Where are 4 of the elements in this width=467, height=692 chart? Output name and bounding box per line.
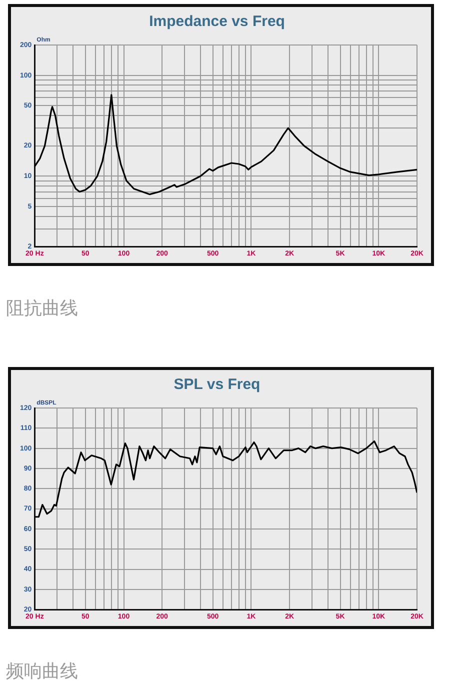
text: 频响曲线 — [6, 660, 78, 683]
chart-title: SPL vs Freq — [174, 376, 260, 394]
text: 阻抗曲线 — [6, 297, 78, 320]
chart-title: Impedance vs Freq — [149, 13, 285, 30]
